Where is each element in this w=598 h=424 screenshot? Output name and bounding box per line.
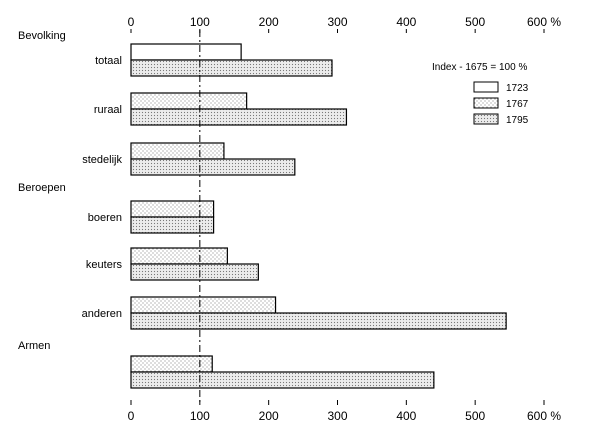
x-tick-label-top: 600 % [527, 15, 561, 29]
x-tick-label-top: 500 [465, 15, 485, 29]
legend-label-1767: 1767 [506, 99, 529, 110]
x-tick-label-top: 100 [190, 15, 210, 29]
legend-label-1795: 1795 [506, 115, 529, 126]
row-label-stedelijk: stedelijk [82, 154, 122, 166]
bar-keuters-1767 [130, 247, 228, 265]
bar-keuters-1795 [130, 263, 259, 281]
section-label-armen: Armen [18, 340, 50, 352]
bar-boeren-1767 [130, 200, 215, 218]
bar-stedelijk-1795 [130, 158, 296, 176]
legend: Index - 1675 = 100 % 1723 1767 1795 [432, 62, 529, 126]
x-tick-label-bottom: 200 [259, 409, 279, 423]
x-tick-label-top: 400 [396, 15, 416, 29]
row-label-keuters: keuters [86, 259, 123, 271]
legend-title: Index - 1675 = 100 % [432, 62, 527, 73]
bar-stedelijk-1767 [130, 142, 225, 160]
x-tick-label-bottom: 600 % [527, 409, 561, 423]
row-label-ruraal: ruraal [94, 104, 122, 116]
x-tick-label-top: 200 [259, 15, 279, 29]
x-axis-bottom-ticks: 0 100 200 300 400 500 600 % [128, 400, 561, 423]
x-tick-label-bottom: 100 [190, 409, 210, 423]
legend-swatch-1723 [473, 81, 499, 93]
x-tick-label-bottom: 500 [465, 409, 485, 423]
x-tick-label-top: 0 [128, 15, 135, 29]
section-label-bevolking: Bevolking [18, 30, 66, 42]
bar-totaal-1723 [130, 43, 242, 61]
legend-swatch-1795 [473, 113, 499, 125]
row-label-boeren: boeren [88, 212, 122, 224]
bar-ruraal-1767 [130, 92, 248, 110]
x-tick-label-bottom: 300 [327, 409, 347, 423]
bar-boeren-1795 [130, 216, 215, 234]
bar-totaal-1795 [130, 59, 333, 77]
legend-swatch-1767 [473, 97, 499, 109]
x-axis-top-ticks: 0 100 200 300 400 500 600 % [128, 15, 561, 33]
x-tick-label-top: 300 [327, 15, 347, 29]
section-labels: Bevolking Beroepen Armen [18, 30, 66, 352]
bar-ruraal-1795 [130, 108, 348, 126]
section-label-beroepen: Beroepen [18, 182, 66, 194]
row-labels: totaal ruraal stedelijk boeren keuters andere… [82, 55, 123, 320]
bars [130, 43, 507, 389]
row-label-anderen: anderen [82, 308, 122, 320]
bar-anderen-1767 [130, 296, 277, 314]
row-label-totaal: totaal [95, 55, 122, 67]
x-tick-label-bottom: 0 [128, 409, 135, 423]
bar-anderen-1795 [130, 312, 507, 330]
bar-armen-1795 [130, 371, 435, 389]
x-tick-label-bottom: 400 [396, 409, 416, 423]
legend-label-1723: 1723 [506, 83, 529, 94]
